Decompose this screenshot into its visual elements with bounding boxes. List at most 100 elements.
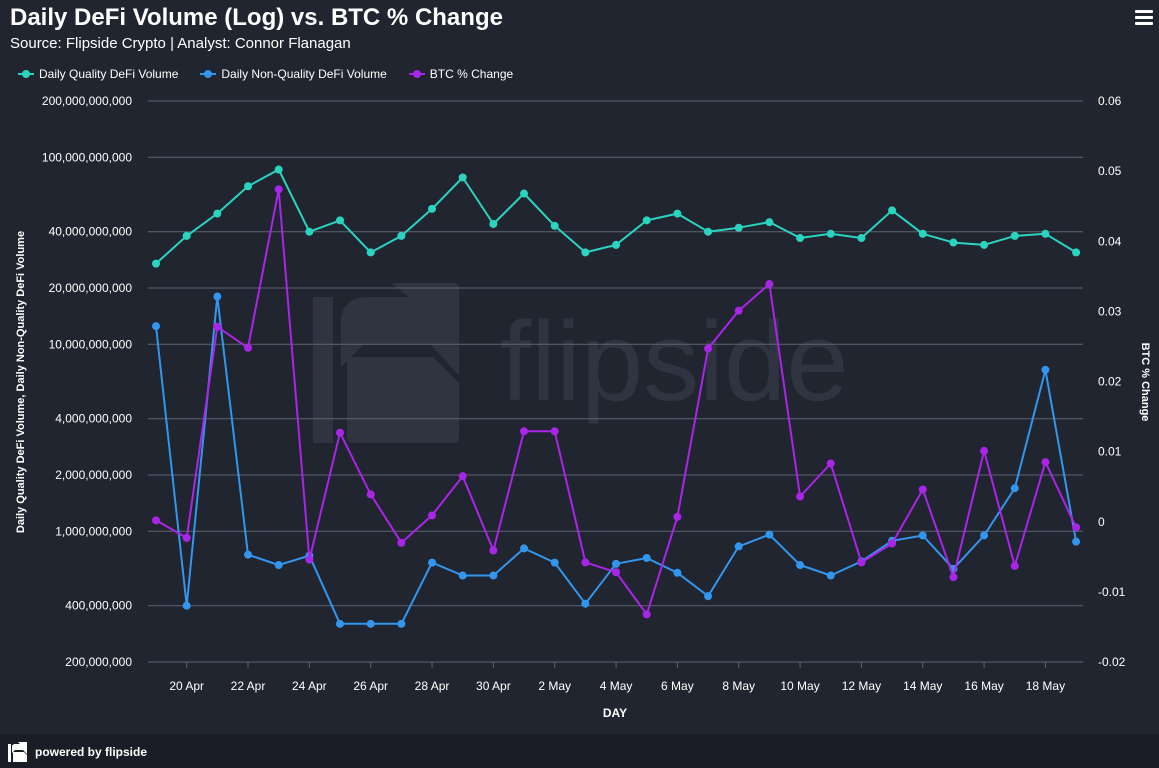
y-left-tick-label: 10,000,000,000 [49,337,133,351]
point-btc-change [857,558,866,567]
flipside-logo-icon [8,742,27,762]
x-axis-title: DAY [603,706,627,720]
point-non-quality-volume [918,531,927,540]
point-quality-volume [642,216,651,225]
x-tick-label: 30 Apr [476,679,511,693]
point-non-quality-volume [704,592,713,601]
point-quality-volume [550,221,559,230]
x-tick-label: 20 Apr [169,679,204,693]
legend-label: BTC % Change [429,67,514,81]
series-line-quality-volume [155,168,1077,265]
point-btc-change [489,546,498,555]
point-non-quality-volume [1072,537,1081,546]
point-non-quality-volume [612,559,621,568]
point-non-quality-volume [274,561,283,570]
point-btc-change [274,185,283,194]
y-right-tick-label: 0.06 [1098,94,1122,108]
hamburger-menu-icon[interactable] [1135,10,1153,26]
point-btc-change [1041,458,1050,467]
watermark-text: flipside [500,299,849,424]
point-btc-change [826,459,835,468]
point-non-quality-volume [642,553,651,562]
point-non-quality-volume [489,571,498,580]
point-quality-volume [796,234,805,243]
point-quality-volume [366,248,375,257]
y-left-tick-label: 1,000,000,000 [55,524,132,538]
x-tick-label: 2 May [538,679,571,693]
point-btc-change [366,490,375,499]
point-btc-change [1072,523,1081,532]
point-non-quality-volume [550,558,559,567]
point-btc-change [612,568,621,577]
point-non-quality-volume [734,542,743,551]
point-btc-change [704,344,713,353]
y-left-tick-label: 20,000,000,000 [49,281,133,295]
y-right-tick-label: 0 [1098,515,1105,529]
point-quality-volume [888,206,897,215]
point-quality-volume [213,209,222,218]
legend: Daily Quality DeFi Volume Daily Non-Qual… [18,67,513,81]
point-quality-volume [765,218,774,227]
point-btc-change [734,306,743,315]
point-btc-change [152,516,160,525]
y-left-tick-label: 40,000,000,000 [49,225,133,239]
y-left-tick-label: 100,000,000,000 [42,150,132,164]
point-btc-change [796,492,805,501]
y-right-tick-label: -0.02 [1098,655,1126,669]
point-quality-volume [244,182,253,191]
chart: flipside 200,000,000 400,000,000 1,000,000… [15,94,1151,720]
point-quality-volume [734,223,743,232]
footer-bar: powered by flipside [0,734,1159,768]
point-quality-volume [612,240,621,249]
x-axis: 20 Apr 22 Apr 24 Apr 26 Apr 28 Apr 30 Apr 2 Ma… [148,661,1083,693]
point-quality-volume [458,173,467,182]
y-right-tick-label: 0.01 [1098,445,1122,459]
point-quality-volume [857,234,866,243]
point-btc-change [1010,561,1019,570]
legend-item-quality[interactable]: Daily Quality DeFi Volume [18,67,178,81]
point-non-quality-volume [182,601,191,610]
x-tick-label: 10 May [780,679,819,693]
point-quality-volume [336,216,345,225]
x-tick-label: 28 Apr [415,679,450,693]
point-quality-volume [428,204,437,213]
x-tick-label: 24 Apr [292,679,327,693]
point-btc-change [244,343,253,352]
point-quality-volume [826,229,835,238]
legend-label: Daily Quality DeFi Volume [39,67,179,81]
y-right-tick-label: 0.03 [1098,304,1122,318]
point-quality-volume [182,231,191,240]
y-left-tick-label: 400,000,000 [65,599,132,613]
flipside-watermark: flipside [313,283,849,443]
point-non-quality-volume [213,292,222,301]
point-btc-change [428,511,437,520]
point-non-quality-volume [366,619,375,628]
y-right-tick-label: -0.01 [1098,585,1126,599]
y-axis-right: 0.06 0.05 0.04 0.03 0.02 0.01 0 -0.01 -0.02 [1098,94,1126,669]
point-btc-change [550,427,559,436]
legend-btc-marker-icon [408,70,425,78]
point-btc-change [949,573,958,582]
point-non-quality-volume [796,561,805,570]
chart-subtitle: Source: Flipside Crypto | Analyst: Conno… [10,35,351,52]
y-left-tick-label: 2,000,000,000 [55,468,132,482]
x-tick-label: 18 May [1026,679,1065,693]
point-non-quality-volume [1041,365,1050,374]
y-right-tick-label: 0.04 [1098,234,1122,248]
point-non-quality-volume [458,571,467,580]
x-tick-label: 14 May [903,679,942,693]
point-btc-change [397,538,406,547]
point-quality-volume [1041,229,1050,238]
y-left-tick-label: 200,000,000 [65,655,132,669]
point-btc-change [213,322,222,331]
legend-label: Daily Non-Quality DeFi Volume [221,67,387,81]
x-tick-label: 22 Apr [231,679,266,693]
legend-non-quality-marker-icon [200,70,217,78]
point-btc-change [673,512,682,521]
legend-item-non-quality[interactable]: Daily Non-Quality DeFi Volume [200,67,387,81]
legend-quality-marker-icon [18,70,34,78]
legend-item-btc[interactable]: BTC % Change [408,67,514,81]
point-btc-change [765,280,774,289]
point-non-quality-volume [428,558,437,567]
point-quality-volume [1010,231,1019,240]
